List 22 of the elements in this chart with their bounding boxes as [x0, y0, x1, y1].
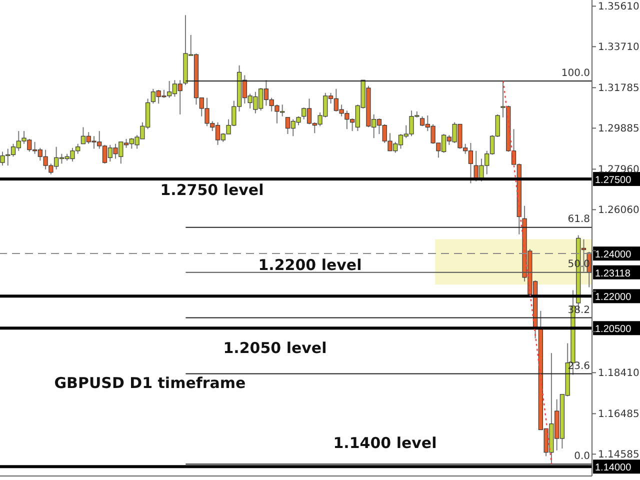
y-tick-label: 1.16485	[598, 409, 640, 420]
annotation: 1.2750 level	[159, 181, 265, 199]
annotation: 0.0	[574, 451, 590, 464]
annotation: 100.0	[561, 68, 590, 80]
annotation: 1.2200 level	[257, 256, 363, 274]
annotation: 61.8	[568, 214, 590, 226]
ref-line-label: 1.24000	[595, 250, 632, 261]
ref-line-label: 1.27500	[595, 174, 632, 186]
ref-line-label: 1.23118	[595, 268, 631, 280]
y-tick-label: 1.14585	[598, 450, 640, 461]
y-tick-label: 1.26060	[598, 205, 640, 216]
annotation: 1.1400 level	[332, 434, 438, 452]
y-tick-label: 1.33710	[598, 42, 640, 54]
y-tick-label: 1.31785	[598, 83, 640, 94]
annotation: GBPUSD D1 timeframe	[53, 374, 247, 392]
ref-line-label: 1.20500	[595, 324, 632, 336]
ref-line-label: 1.14000	[595, 462, 632, 474]
y-tick-label: 1.35610	[598, 2, 640, 13]
annotation: 1.2050 level	[222, 339, 328, 357]
y-tick-label: 1.18410	[598, 368, 640, 380]
ref-line-label: 1.22000	[595, 292, 632, 304]
y-tick-label: 1.29885	[598, 124, 640, 135]
